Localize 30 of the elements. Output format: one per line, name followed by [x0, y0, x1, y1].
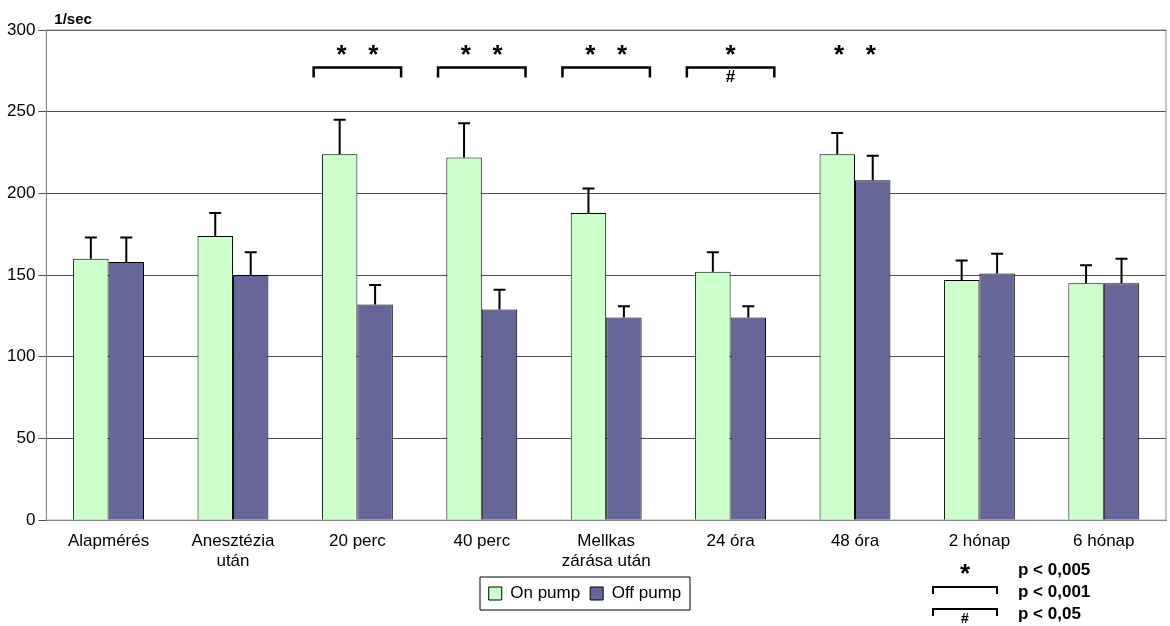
x-tick-label: Anesztézia után — [191, 531, 276, 571]
text: p < 0,05 — [1018, 604, 1081, 624]
text: p < 0,005 — [1018, 560, 1091, 580]
text: * — [958, 558, 972, 589]
y-tick-label: 300 — [6, 19, 36, 39]
y-tick-label: 0 — [25, 509, 36, 529]
annotation: * * — [585, 38, 629, 69]
x-tick-label: 24 óra — [706, 531, 756, 551]
annotation: # — [725, 67, 736, 87]
y-tick-label: 50 — [16, 428, 36, 448]
x-tick-label: 48 óra — [830, 531, 880, 551]
annotation: * — [725, 38, 737, 69]
x-tick-label: Alapmérés — [67, 531, 150, 551]
y-axis-title: 1/sec — [54, 9, 92, 27]
y-tick-label: 250 — [6, 101, 36, 121]
legend-label: On pump — [510, 583, 581, 603]
annotation: * * — [834, 38, 877, 69]
x-tick-label: 2 hónap — [948, 531, 1011, 551]
x-tick-label: 6 hónap — [1073, 531, 1135, 551]
x-tick-label: 40 perc — [453, 531, 511, 551]
y-tick-label: 150 — [6, 264, 36, 284]
x-tick-label: 20 perc — [329, 531, 387, 551]
legend-label: Off pump — [611, 583, 682, 603]
annotation: * * — [460, 38, 504, 69]
y-tick-label: 100 — [6, 346, 36, 366]
annotation: * * — [336, 38, 380, 69]
x-tick-label: Mellkas zárása után — [561, 531, 651, 571]
text: p < 0,001 — [1018, 582, 1091, 602]
text: # — [960, 610, 970, 626]
y-tick-label: 200 — [6, 183, 36, 203]
